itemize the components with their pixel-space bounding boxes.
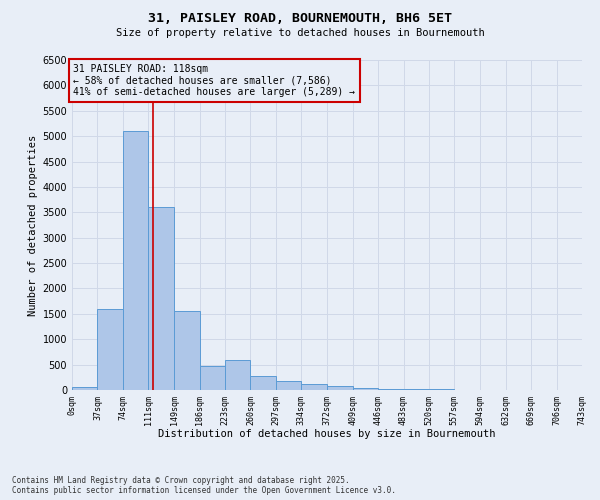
Bar (404, 389, 429, 390)
Text: 31 PAISLEY ROAD: 118sqm
← 58% of detached houses are smaller (7,586)
41% of semi: 31 PAISLEY ROAD: 118sqm ← 58% of detache… (73, 64, 355, 98)
Text: Contains HM Land Registry data © Crown copyright and database right 2025.
Contai: Contains HM Land Registry data © Crown c… (12, 476, 396, 495)
X-axis label: Distribution of detached houses by size in Bournemouth: Distribution of detached houses by size … (158, 429, 496, 439)
Bar (123, 131, 148, 390)
Bar (72, 388, 97, 390)
Bar (200, 366, 225, 390)
Bar (328, 386, 353, 390)
Bar (378, 389, 404, 390)
Bar (225, 360, 250, 390)
Y-axis label: Number of detached properties: Number of detached properties (28, 134, 38, 316)
Text: 31, PAISLEY ROAD, BOURNEMOUTH, BH6 5ET: 31, PAISLEY ROAD, BOURNEMOUTH, BH6 5ET (148, 12, 452, 26)
Text: Size of property relative to detached houses in Bournemouth: Size of property relative to detached ho… (116, 28, 484, 38)
Bar (276, 382, 301, 390)
Bar (353, 388, 378, 390)
Bar (301, 384, 326, 390)
Bar (148, 207, 173, 390)
Bar (174, 312, 200, 390)
Bar (97, 309, 123, 390)
Bar (250, 376, 276, 390)
